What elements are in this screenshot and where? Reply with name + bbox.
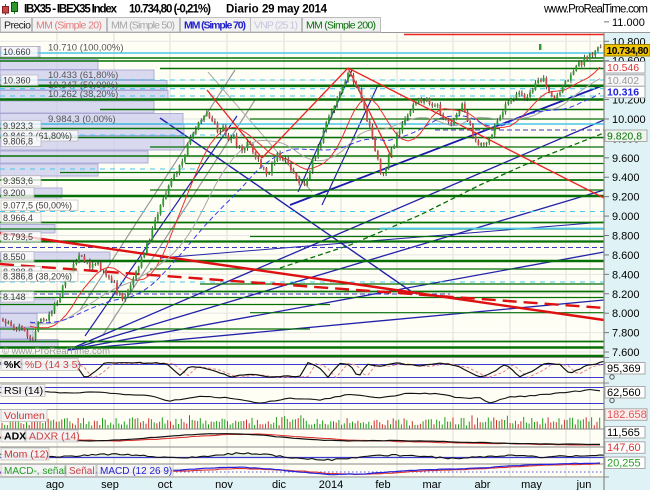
svg-text:MACD (12 26 9): MACD (12 26 9) — [100, 466, 172, 477]
svg-text:MM (Simple 50): MM (Simple 50) — [111, 20, 175, 32]
svg-text:%K: %K — [4, 359, 21, 371]
svg-text:abr: abr — [475, 479, 491, 490]
svg-text:Diario: Diario — [226, 4, 259, 16]
svg-text:oct: oct — [158, 479, 173, 490]
svg-text:feb: feb — [375, 479, 390, 490]
svg-text:jun: jun — [576, 479, 592, 490]
svg-text:8.793,5: 8.793,5 — [3, 232, 33, 242]
svg-text:7.800: 7.800 — [612, 328, 640, 340]
svg-text:182.658: 182.658 — [607, 409, 647, 421]
svg-text:MACD-, señal: MACD-, señal — [4, 466, 66, 477]
svg-text:IBX35 - IBEX35 Index: IBX35 - IBEX35 Index — [24, 4, 118, 16]
svg-text:8.000: 8.000 — [612, 308, 640, 320]
svg-text:8.386,8 (38,20%): 8.386,8 (38,20%) — [3, 272, 72, 282]
svg-text:8.800: 8.800 — [612, 231, 640, 243]
svg-text:62,560: 62,560 — [607, 387, 641, 399]
svg-text:11,565: 11,565 — [607, 427, 640, 439]
svg-text:10.402: 10.402 — [607, 75, 639, 87]
svg-text:9.600: 9.600 — [612, 153, 640, 165]
svg-text:29 may 2014: 29 may 2014 — [262, 4, 328, 16]
svg-text:may: may — [521, 479, 542, 490]
svg-text:sep: sep — [101, 479, 119, 490]
svg-text:10.734,80: 10.734,80 — [607, 46, 649, 57]
svg-text:MM (Simple 20): MM (Simple 20) — [36, 20, 102, 32]
svg-text:8.400: 8.400 — [612, 269, 640, 281]
svg-text:10.360: 10.360 — [3, 76, 31, 86]
svg-text:10.262 (38,20%): 10.262 (38,20%) — [48, 89, 118, 100]
svg-text:Volumen: Volumen — [4, 410, 45, 422]
svg-text:10.000: 10.000 — [612, 114, 646, 126]
svg-text:MM (Simple 200): MM (Simple 200) — [306, 20, 376, 32]
svg-text:RSI (14): RSI (14) — [4, 385, 43, 397]
svg-text:9.984,3 (0,00%): 9.984,3 (0,00%) — [48, 114, 116, 125]
svg-text:9.200: 9.200 — [3, 188, 26, 198]
svg-text:%D (14 3 5): %D (14 3 5) — [25, 359, 81, 371]
svg-text:7.600: 7.600 — [612, 347, 640, 359]
svg-text:VNP (25 1): VNP (25 1) — [254, 20, 298, 32]
svg-text:8.148: 8.148 — [3, 292, 26, 302]
svg-text:8.966,4: 8.966,4 — [3, 213, 33, 223]
svg-text:ADX: ADX — [4, 431, 26, 443]
svg-text:10.546: 10.546 — [607, 62, 639, 74]
svg-text:mar: mar — [423, 479, 442, 490]
svg-text:8.200: 8.200 — [612, 289, 640, 301]
svg-text:© www.ProRealTime.com: © www.ProRealTime.com — [2, 346, 110, 357]
svg-text:9.353,6: 9.353,6 — [3, 176, 33, 186]
svg-text:95,369: 95,369 — [607, 363, 641, 375]
svg-text:nov: nov — [215, 479, 233, 490]
svg-text:Mom (12): Mom (12) — [4, 449, 49, 461]
svg-text:10.316: 10.316 — [607, 87, 639, 99]
svg-text:147,60: 147,60 — [607, 442, 641, 454]
svg-text:dic: dic — [272, 479, 287, 490]
svg-text:10.734,80 (-0,21%): 10.734,80 (-0,21%) — [129, 4, 211, 16]
svg-text:9.806,8: 9.806,8 — [3, 137, 33, 147]
svg-text:9.923,3: 9.923,3 — [3, 121, 33, 131]
svg-text:20,255: 20,255 — [607, 457, 641, 469]
svg-text:10.660: 10.660 — [3, 47, 31, 57]
svg-text:MM (Simple 70): MM (Simple 70) — [184, 20, 246, 32]
svg-text:8.600: 8.600 — [612, 250, 640, 262]
svg-text:10.710 (100,00%): 10.710 (100,00%) — [48, 43, 124, 54]
svg-text:9.077,5 (50,00%): 9.077,5 (50,00%) — [3, 201, 72, 211]
svg-text:2014: 2014 — [319, 479, 343, 490]
svg-text:9.820,8: 9.820,8 — [607, 130, 642, 142]
svg-text:9.400: 9.400 — [612, 172, 640, 184]
svg-text:9.200: 9.200 — [612, 192, 640, 204]
svg-text:9.000: 9.000 — [612, 211, 640, 223]
svg-text:ADXR (14): ADXR (14) — [29, 431, 80, 443]
svg-text:www.ProRealTime.com: www.ProRealTime.com — [543, 4, 648, 16]
svg-text:Señal: Señal — [69, 466, 95, 477]
svg-text:Precio: Precio — [4, 20, 31, 32]
svg-text:ago: ago — [46, 479, 64, 490]
svg-text:8.550: 8.550 — [3, 252, 26, 262]
svg-text:11.000: 11.000 — [612, 17, 645, 29]
